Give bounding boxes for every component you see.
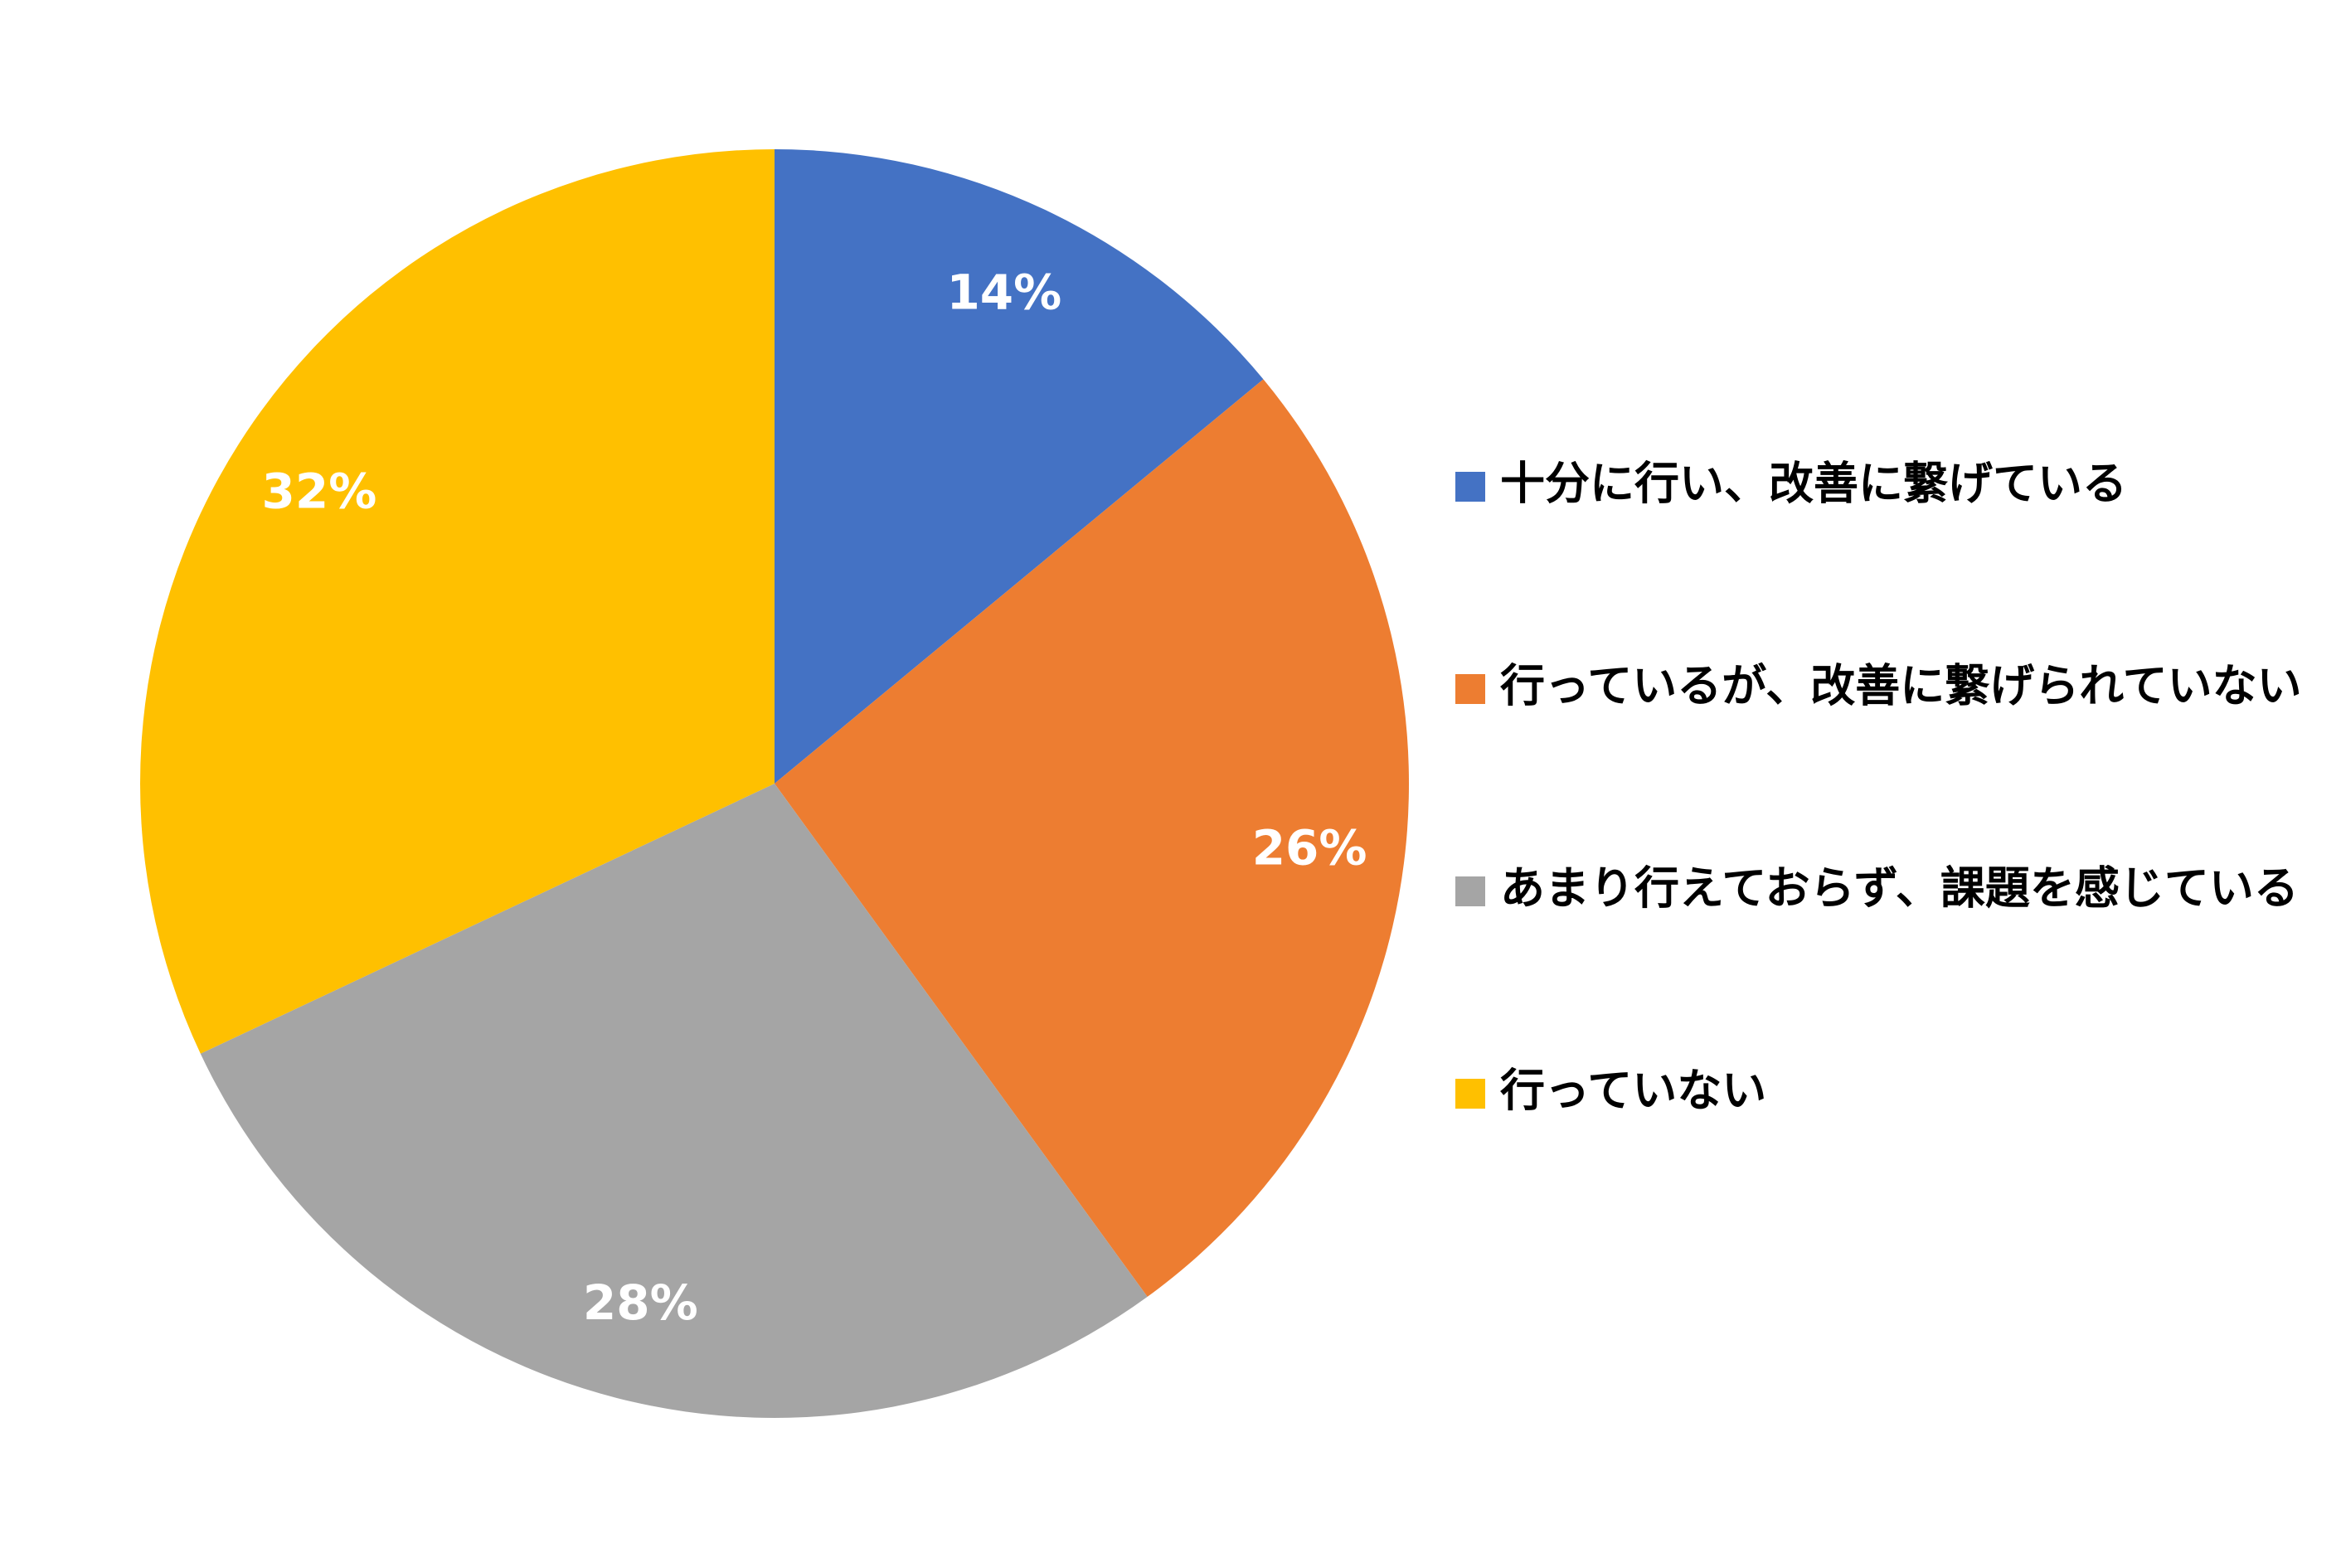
- data-label: 14%: [946, 265, 1061, 321]
- legend-label: 行っていない: [1500, 1065, 1766, 1117]
- data-label: 26%: [1252, 820, 1367, 876]
- legend-label: 行っているが、改善に繋げられていない: [1500, 660, 2302, 712]
- legend-swatch: [1455, 674, 1485, 704]
- pie-slice: [775, 149, 1264, 784]
- legend-swatch: [1455, 472, 1485, 502]
- pie-slice: [139, 149, 775, 1054]
- legend-swatch: [1455, 876, 1485, 906]
- legend-swatch: [1455, 1079, 1485, 1109]
- pie-slice: [775, 379, 1410, 1297]
- data-label: 32%: [262, 464, 377, 520]
- data-label: 28%: [583, 1274, 698, 1331]
- legend-label: 十分に行い、改善に繋げている: [1500, 458, 2127, 510]
- pie-slice: [200, 784, 1148, 1418]
- legend-label: あまり行えておらず、課題を感じている: [1500, 862, 2299, 915]
